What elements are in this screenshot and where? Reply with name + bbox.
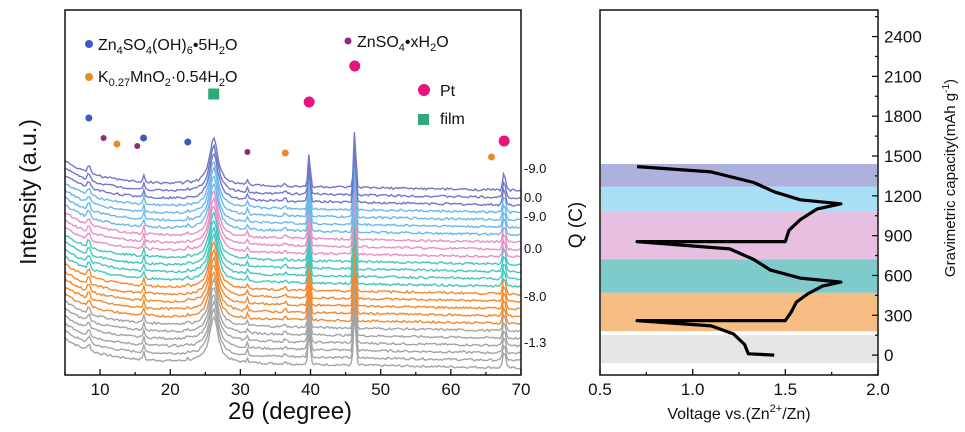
- xrd-traces: [64, 132, 522, 370]
- legend-label-znso4: ZnSO4•xH2O: [357, 34, 449, 54]
- capacity-y-ticks: 0 300 600 900 1200 1500 1800 2100 2400: [872, 15, 922, 376]
- capacity-x-axis-title: Voltage vs.(Zn2+/Zn): [667, 403, 810, 423]
- xrd-trace-purple-3: [64, 132, 522, 193]
- xrd-legend: Zn4SO4(OH)6•5H2O ZnSO4•xH2O K0.27MnO2·0.…: [85, 34, 465, 128]
- xrd-trace-pink-3: [64, 183, 522, 244]
- capacity-y-tick-label: 1800: [884, 107, 922, 126]
- capacity-x-tick-label: 1.0: [681, 380, 705, 399]
- xrd-peak-markers: [85, 60, 510, 161]
- capacity-x-ticks: 0.5 1.0 1.5 2.0: [588, 369, 890, 399]
- peak-marker-kmno2: [281, 149, 289, 157]
- xrd-right-label: -8.0: [524, 289, 546, 304]
- xrd-trace-orange-4: [64, 243, 522, 304]
- xrd-x-axis-title: 2θ (degree): [228, 398, 352, 425]
- capacity-x-tick-label: 2.0: [866, 380, 890, 399]
- capacity-x-tick-label: 1.5: [774, 380, 798, 399]
- peak-marker-film: [208, 88, 220, 100]
- capacity-right-axis-title: Gravimetric capacity(mAh g-1): [941, 79, 959, 277]
- xrd-trace-teal-1: [65, 229, 522, 289]
- xrd-right-label: 0.0: [524, 190, 542, 205]
- xrd-trace-orange-3: [64, 251, 522, 311]
- capacity-bands: [600, 163, 878, 364]
- xrd-trace-light-blue-2: [64, 168, 522, 229]
- legend-marker-znso4: [344, 37, 352, 45]
- xrd-x-tick-label: 70: [512, 380, 531, 399]
- capacity-y-tick-label: 1200: [884, 187, 922, 206]
- capacity-y-tick-label: 300: [884, 306, 912, 325]
- peak-marker-znso4: [100, 135, 107, 141]
- xrd-x-tick-label: 50: [371, 380, 390, 399]
- capacity-x-tick-label: 0.5: [588, 380, 612, 399]
- capacity-y-tick-label: 2400: [884, 28, 922, 47]
- voltage-capacity-curve: [635, 165, 843, 357]
- xrd-trace-gray-5: [64, 281, 522, 341]
- xrd-trace-pink-2: [64, 191, 522, 251]
- peak-marker-pt: [498, 135, 510, 147]
- peak-marker-zn4so4: [184, 138, 192, 146]
- xrd-trace-purple-2: [65, 139, 522, 200]
- peak-marker-pt: [303, 96, 315, 108]
- xrd-trace-gray-3: [64, 295, 522, 355]
- peak-marker-pt: [349, 60, 361, 72]
- peak-marker-znso4: [134, 143, 141, 149]
- legend-marker-film: [418, 114, 429, 125]
- capacity-band: [600, 259, 878, 293]
- capacity-panel: 0.5 1.0 1.5 2.0 0 300 600 900 1200 1500 1800 2100 2…: [566, 9, 959, 423]
- capacity-y-tick-label: 2100: [884, 67, 922, 86]
- legend-marker-kmno2: [85, 73, 93, 81]
- xrd-right-label: 0.0: [524, 241, 542, 256]
- capacity-y-tick-label: 0: [884, 346, 893, 365]
- peak-marker-kmno2: [113, 140, 121, 148]
- xrd-trace-orange-2: [64, 257, 522, 318]
- xrd-right-labels: -9.0 0.0 -9.0 0.0 -8.0 -1.3: [524, 161, 546, 350]
- xrd-trace-orange-5: [64, 235, 522, 296]
- xrd-x-tick-label: 40: [301, 380, 320, 399]
- xrd-trace-gray-2: [64, 301, 522, 363]
- xrd-trace-teal-2: [64, 222, 522, 281]
- legend-marker-zn4so4: [85, 40, 93, 48]
- xrd-right-label: -1.3: [524, 335, 546, 350]
- capacity-left-axis-title: Q (C): [566, 202, 587, 248]
- legend-label-zn4so4: Zn4SO4(OH)6•5H2O: [98, 37, 237, 57]
- capacity-y-tick-label: 600: [884, 266, 912, 285]
- legend-label-pt: Pt: [440, 83, 456, 100]
- xrd-trace-teal-4: [64, 206, 522, 266]
- xrd-trace-orange-1: [64, 265, 522, 326]
- xrd-right-label: -9.0: [524, 209, 546, 224]
- xrd-trace-light-blue-4: [64, 155, 522, 215]
- xrd-trace-light-blue-3: [64, 161, 522, 222]
- capacity-band: [600, 186, 878, 212]
- xrd-trace-gray-1: [64, 309, 522, 370]
- xrd-panel: 10 20 30 40 50 60 70 -9.0 0.0 -9.0 0.0 -8.0 -1.3 Zn…: [15, 9, 546, 425]
- xrd-trace-gray-4: [64, 286, 522, 348]
- xrd-trace-purple-1: [64, 146, 522, 207]
- xrd-trace-gray-6: [65, 272, 522, 333]
- xrd-x-tick-label: 20: [161, 380, 180, 399]
- legend-label-film: film: [440, 111, 465, 128]
- xrd-trace-pink-1: [64, 199, 522, 259]
- capacity-y-tick-label: 900: [884, 227, 912, 246]
- xrd-x-tick-label: 30: [231, 380, 250, 399]
- xrd-trace-light-blue-1: [64, 176, 522, 237]
- xrd-x-ticks: 10 20 30 40 50 60 70: [64, 369, 531, 399]
- xrd-x-tick-label: 60: [441, 380, 460, 399]
- peak-marker-zn4so4: [85, 114, 93, 122]
- xrd-plot-frame: [64, 9, 522, 376]
- legend-marker-pt: [418, 84, 430, 96]
- xrd-y-axis-title: Intensity (a.u.): [15, 119, 41, 265]
- xrd-right-label: -9.0: [524, 161, 546, 176]
- peak-marker-kmno2: [488, 153, 496, 161]
- xrd-x-tick-label: 10: [91, 380, 110, 399]
- peak-marker-znso4: [244, 149, 251, 155]
- capacity-band: [600, 292, 878, 332]
- legend-label-kmno2: K0.27MnO2·0.54H2O: [98, 69, 238, 89]
- xrd-trace-teal-3: [64, 213, 522, 274]
- capacity-y-tick-label: 1500: [884, 147, 922, 166]
- peak-marker-zn4so4: [140, 134, 148, 142]
